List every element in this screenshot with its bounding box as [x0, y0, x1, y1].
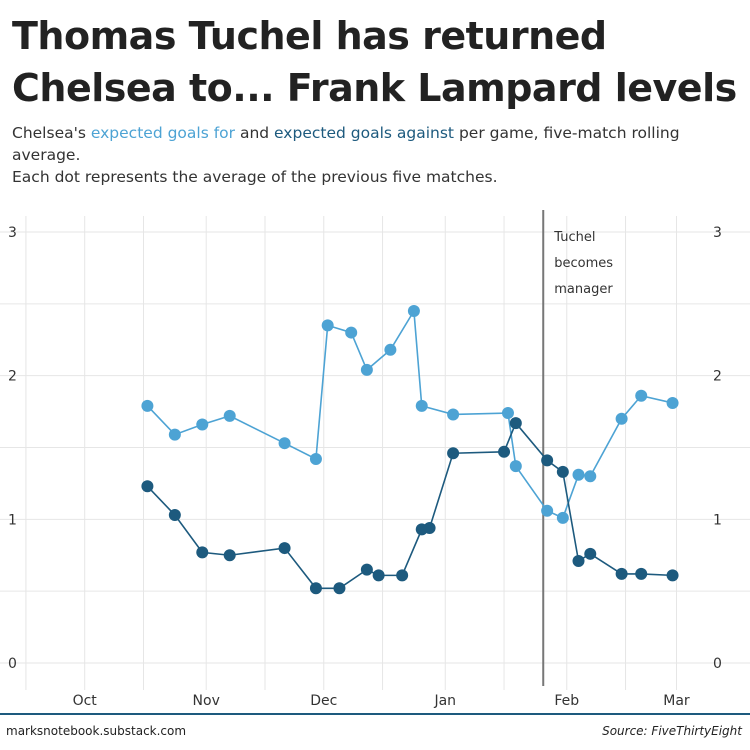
- data-point-xg-for: [278, 437, 291, 450]
- data-point-xg-for: [415, 399, 428, 412]
- x-tick-label: Mar: [663, 693, 690, 709]
- data-point-xg-against: [360, 563, 373, 576]
- data-point-xg-for: [615, 412, 628, 425]
- chart-subtitle: Chelsea's expected goals for and expecte…: [12, 122, 742, 188]
- legend-expected-goals-for: expected goals for: [90, 124, 236, 142]
- data-point-xg-against: [372, 569, 385, 582]
- y-tick-label-right: 1: [713, 512, 722, 528]
- data-point-xg-for: [360, 363, 373, 376]
- subtitle-text-pre: Chelsea's: [12, 124, 91, 142]
- data-point-xg-against: [196, 546, 209, 559]
- legend-expected-goals-against: expected goals against: [274, 124, 455, 142]
- data-point-xg-for: [309, 452, 322, 465]
- data-point-xg-against: [141, 480, 154, 493]
- data-point-xg-against: [615, 567, 628, 580]
- data-point-xg-against: [498, 445, 511, 458]
- data-point-xg-for: [541, 504, 554, 517]
- data-point-xg-against: [396, 569, 409, 582]
- data-point-xg-for: [141, 399, 154, 412]
- data-point-xg-against: [278, 542, 291, 555]
- x-tick-label: Jan: [433, 693, 456, 709]
- data-point-xg-for: [666, 396, 679, 409]
- data-point-xg-for: [635, 389, 648, 402]
- data-point-xg-for: [501, 407, 514, 420]
- line-chart: 0 0 1 1 2 2 3 3 Oct Nov Dec Jan Feb Mar Tuchel becomes m…: [0, 210, 750, 709]
- x-tick-label: Nov: [193, 693, 220, 709]
- data-point-xg-against: [666, 569, 679, 582]
- y-tick-label-right: 3: [713, 225, 722, 241]
- data-point-xg-against: [223, 549, 236, 562]
- data-point-xg-for: [196, 418, 209, 431]
- subtitle-text-post: per game, five-match rolling average.: [12, 124, 680, 164]
- data-point-xg-against: [509, 417, 522, 430]
- footer-divider: [0, 713, 750, 715]
- data-point-xg-against: [447, 447, 460, 460]
- x-tick-label: Feb: [554, 693, 579, 709]
- data-point-xg-for: [384, 343, 397, 356]
- data-point-xg-for: [407, 305, 420, 318]
- subtitle-text-mid: and: [235, 124, 275, 142]
- chart-title: Thomas Tuchel has returned Chelsea to...…: [12, 14, 737, 110]
- data-point-xg-against: [168, 509, 181, 522]
- y-tick-label-left: 2: [8, 369, 17, 385]
- data-point-xg-against: [333, 582, 346, 595]
- data-point-xg-against: [556, 465, 569, 478]
- data-point-xg-against: [584, 547, 597, 560]
- data-point-xg-for: [345, 326, 358, 339]
- data-point-xg-for: [584, 470, 597, 483]
- data-point-xg-for: [321, 319, 334, 332]
- footer-credit[interactable]: marksnotebook.substack.com: [6, 724, 187, 738]
- data-point-xg-for: [509, 460, 522, 473]
- annotation-label: becomes: [554, 256, 613, 271]
- y-tick-label-left: 0: [8, 656, 17, 672]
- x-tick-label: Oct: [73, 693, 98, 709]
- y-tick-label-right: 0: [713, 656, 722, 672]
- data-point-xg-against: [541, 454, 554, 467]
- y-tick-label-left: 3: [8, 225, 17, 241]
- subtitle-line-2: Each dot represents the average of the p…: [12, 168, 498, 186]
- data-point-xg-for: [223, 409, 236, 422]
- data-point-xg-for: [572, 468, 585, 481]
- footer-source: Source: FiveThirtyEight: [602, 724, 742, 738]
- data-point-xg-against: [309, 582, 322, 595]
- data-point-xg-for: [556, 511, 569, 524]
- y-tick-label-right: 2: [713, 369, 722, 385]
- annotation-label: manager: [554, 282, 613, 297]
- annotation-label: Tuchel: [553, 230, 595, 245]
- data-point-xg-against: [423, 521, 436, 534]
- y-tick-label-left: 1: [8, 512, 17, 528]
- data-point-xg-against: [572, 554, 585, 567]
- data-point-xg-against: [635, 567, 648, 580]
- data-point-xg-for: [447, 408, 460, 421]
- x-tick-label: Dec: [310, 693, 337, 709]
- data-point-xg-for: [168, 428, 181, 441]
